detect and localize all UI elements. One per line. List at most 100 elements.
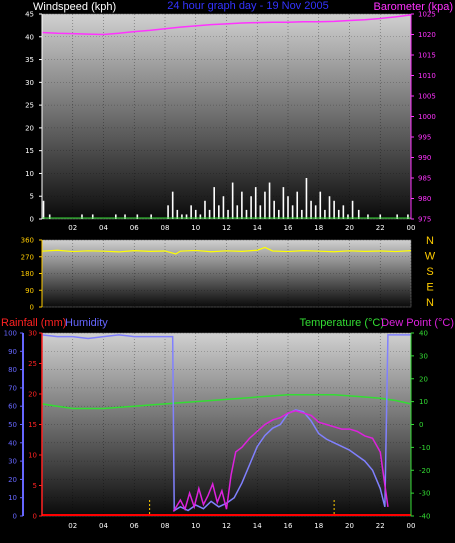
humidity-tick-label: 60 — [8, 403, 17, 411]
barometer-tick-label: 1025 — [418, 11, 436, 19]
temperature-tick-label: -40 — [419, 513, 430, 521]
x-tick-label: 18 — [314, 224, 323, 232]
windspeed-bar — [124, 214, 126, 219]
windspeed-bar — [314, 205, 317, 219]
windspeed-bar — [227, 209, 229, 219]
barometer-tick-label: 985 — [418, 175, 431, 183]
direction-tick-label: 90 — [25, 287, 34, 295]
x-tick-label: 08 — [161, 224, 170, 232]
windspeed-bar — [264, 191, 266, 219]
windspeed-bar — [273, 200, 275, 219]
humidity-tick-label: 10 — [8, 494, 17, 502]
windspeed-bar — [407, 214, 409, 219]
rainfall-axis-label: Rainfall (mm) — [1, 317, 66, 329]
windspeed-bar — [181, 214, 183, 219]
windspeed-bar — [291, 205, 294, 219]
rainfall-tick-label: 15 — [28, 421, 37, 429]
windspeed-tick-label: 35 — [25, 56, 34, 64]
windspeed-bar — [115, 214, 117, 219]
windspeed-bar — [236, 205, 239, 219]
rainfall-tick-label: 30 — [28, 330, 37, 338]
compass-label: N — [426, 297, 434, 309]
barometer-tick-label: 990 — [418, 154, 431, 162]
windspeed-bar — [167, 205, 169, 219]
temperature-tick-label: -30 — [419, 490, 430, 498]
windspeed-bar — [379, 214, 382, 219]
rainfall-tick-label: 10 — [28, 452, 37, 460]
windspeed-bar — [185, 214, 188, 219]
windspeed-bar — [342, 205, 345, 219]
windspeed-bar — [136, 214, 139, 219]
barometer-line — [41, 14, 412, 36]
x-tick-label: 12 — [222, 224, 231, 232]
windspeed-bar — [301, 209, 303, 219]
x-tick-label: 16 — [284, 522, 293, 530]
temperature-tick-label: -10 — [419, 444, 430, 452]
windspeed-bar — [81, 214, 83, 219]
temperature-tick-label: 0 — [419, 421, 423, 429]
windspeed-bar — [305, 178, 308, 219]
x-tick-label: 00 — [407, 224, 416, 232]
x-tick-label: 04 — [99, 224, 108, 232]
humidity-tick-label: 50 — [8, 421, 17, 429]
barometer-tick-label: 1005 — [418, 93, 436, 101]
x-tick-label: 10 — [191, 224, 200, 232]
humidity-tick-label: 30 — [8, 458, 17, 466]
chart-title: 24 hour graph day - 19 Nov 2005 — [167, 0, 328, 12]
humidity-tick-label: 70 — [8, 384, 17, 392]
x-tick-label: 20 — [345, 522, 354, 530]
rainfall-tick-label: 5 — [33, 482, 37, 490]
windspeed-tick-label: 0 — [30, 216, 34, 224]
windspeed-bar — [319, 191, 322, 219]
barometer-axis-label: Barometer (kpa) — [374, 1, 453, 13]
barometer-tick-label: 1010 — [418, 72, 436, 80]
temperature-tick-label: -20 — [419, 467, 430, 475]
windspeed-bar — [296, 191, 299, 219]
windspeed-bar — [268, 182, 271, 219]
x-tick-label: 18 — [314, 522, 323, 530]
humidity-tick-label: 20 — [8, 476, 17, 484]
direction-tick-label: 180 — [21, 270, 34, 278]
barometer-tick-label: 1000 — [418, 113, 436, 121]
barometer-tick-label: 1015 — [418, 52, 436, 60]
windspeed-axis-label: Windspeed (kph) — [33, 1, 116, 13]
windspeed-tick-label: 30 — [25, 79, 34, 87]
windspeed-tick-label: 40 — [25, 33, 34, 41]
compass-label: N — [426, 235, 434, 247]
temperature-tick-label: 20 — [419, 375, 428, 383]
windspeed-tick-label: 45 — [25, 11, 34, 19]
windspeed-bar — [254, 187, 257, 219]
humidity-tick-label: 0 — [13, 513, 17, 521]
windspeed-bar — [277, 209, 280, 219]
windspeed-tick-label: 20 — [25, 124, 34, 132]
x-tick-label: 14 — [253, 522, 262, 530]
windspeed-bar — [218, 205, 220, 219]
humidity-line — [41, 334, 411, 512]
windspeed-bar — [48, 214, 51, 219]
windspeed-bar — [245, 209, 248, 219]
windspeed-bar — [176, 209, 179, 219]
windspeed-bar — [287, 196, 289, 219]
direction-tick-label: 360 — [21, 237, 34, 245]
windspeed-bar — [396, 214, 398, 219]
windspeed-bar — [337, 209, 340, 219]
x-tick-label: 04 — [99, 522, 108, 530]
compass-label: W — [425, 251, 436, 263]
windspeed-bar — [222, 196, 225, 219]
x-tick-label: 10 — [191, 522, 200, 530]
windspeed-bar — [190, 205, 192, 219]
humidity-tick-label: 40 — [8, 439, 17, 447]
humidity-tick-label: 100 — [4, 330, 17, 338]
windspeed-bar — [250, 196, 252, 219]
x-tick-label: 00 — [407, 522, 416, 530]
windspeed-bar — [324, 209, 326, 219]
humidity-axis-label: Humidity — [65, 317, 108, 329]
x-tick-label: 06 — [130, 522, 139, 530]
windspeed-bar — [259, 205, 262, 219]
dewpoint-axis-label: Dew Point (°C) — [381, 317, 454, 329]
windspeed-tick-label: 25 — [25, 102, 34, 110]
barometer-tick-label: 995 — [418, 134, 431, 142]
humidity-tick-label: 80 — [8, 366, 17, 374]
dewpoint-line — [172, 409, 389, 512]
